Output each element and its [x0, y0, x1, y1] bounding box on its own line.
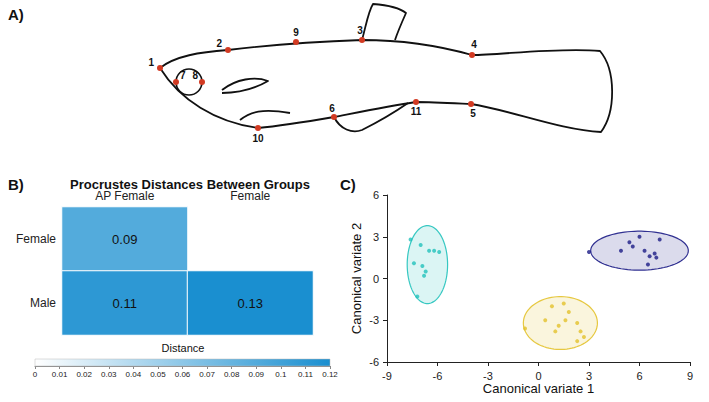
svg-text:9: 9 [687, 370, 693, 382]
svg-text:0.09: 0.09 [248, 370, 264, 379]
svg-text:0: 0 [33, 370, 38, 379]
svg-text:0.09: 0.09 [112, 232, 137, 247]
svg-text:2: 2 [216, 38, 222, 49]
svg-text:0.02: 0.02 [76, 370, 92, 379]
svg-text:-3: -3 [483, 370, 493, 382]
svg-text:0.06: 0.06 [175, 370, 191, 379]
svg-text:Male: Male [30, 296, 56, 310]
svg-text:1: 1 [148, 57, 154, 68]
svg-text:0: 0 [373, 273, 379, 285]
svg-text:Distance: Distance [162, 342, 205, 354]
svg-text:0.13: 0.13 [238, 296, 263, 311]
svg-text:-6: -6 [433, 370, 443, 382]
svg-text:4: 4 [471, 39, 477, 50]
svg-text:3: 3 [586, 370, 592, 382]
svg-text:6: 6 [636, 370, 642, 382]
svg-text:6: 6 [329, 103, 335, 114]
svg-text:10: 10 [252, 133, 264, 144]
svg-text:0.12: 0.12 [322, 370, 338, 379]
svg-text:-6: -6 [369, 356, 379, 368]
svg-text:0.11: 0.11 [298, 370, 314, 379]
svg-text:0: 0 [535, 370, 541, 382]
svg-text:Procrustes Distances Between G: Procrustes Distances Between Groups [70, 176, 310, 192]
svg-text:0.04: 0.04 [126, 370, 142, 379]
svg-text:8: 8 [192, 70, 198, 81]
svg-text:B): B) [8, 176, 24, 193]
svg-text:-9: -9 [382, 370, 392, 382]
svg-text:11: 11 [411, 106, 422, 117]
svg-text:Female: Female [16, 232, 56, 246]
svg-text:0.07: 0.07 [199, 370, 215, 379]
svg-text:AP Female: AP Female [95, 189, 154, 203]
svg-text:-3: -3 [369, 314, 379, 326]
svg-text:0.08: 0.08 [224, 370, 240, 379]
svg-text:6: 6 [373, 189, 379, 201]
svg-text:0.05: 0.05 [150, 370, 166, 379]
svg-text:A): A) [8, 6, 24, 23]
svg-text:Canonical variate 2: Canonical variate 2 [349, 223, 364, 334]
svg-text:C): C) [340, 176, 356, 193]
svg-text:0.03: 0.03 [101, 370, 117, 379]
svg-text:Canonical variate 1: Canonical variate 1 [483, 381, 594, 396]
svg-text:5: 5 [470, 108, 476, 119]
svg-text:3: 3 [357, 25, 363, 36]
svg-text:0.1: 0.1 [275, 370, 287, 379]
svg-text:Female: Female [230, 189, 270, 203]
svg-text:0.01: 0.01 [52, 370, 68, 379]
svg-text:3: 3 [373, 231, 379, 243]
svg-text:7: 7 [180, 70, 186, 81]
svg-text:9: 9 [293, 27, 299, 38]
svg-text:0.11: 0.11 [113, 296, 137, 311]
